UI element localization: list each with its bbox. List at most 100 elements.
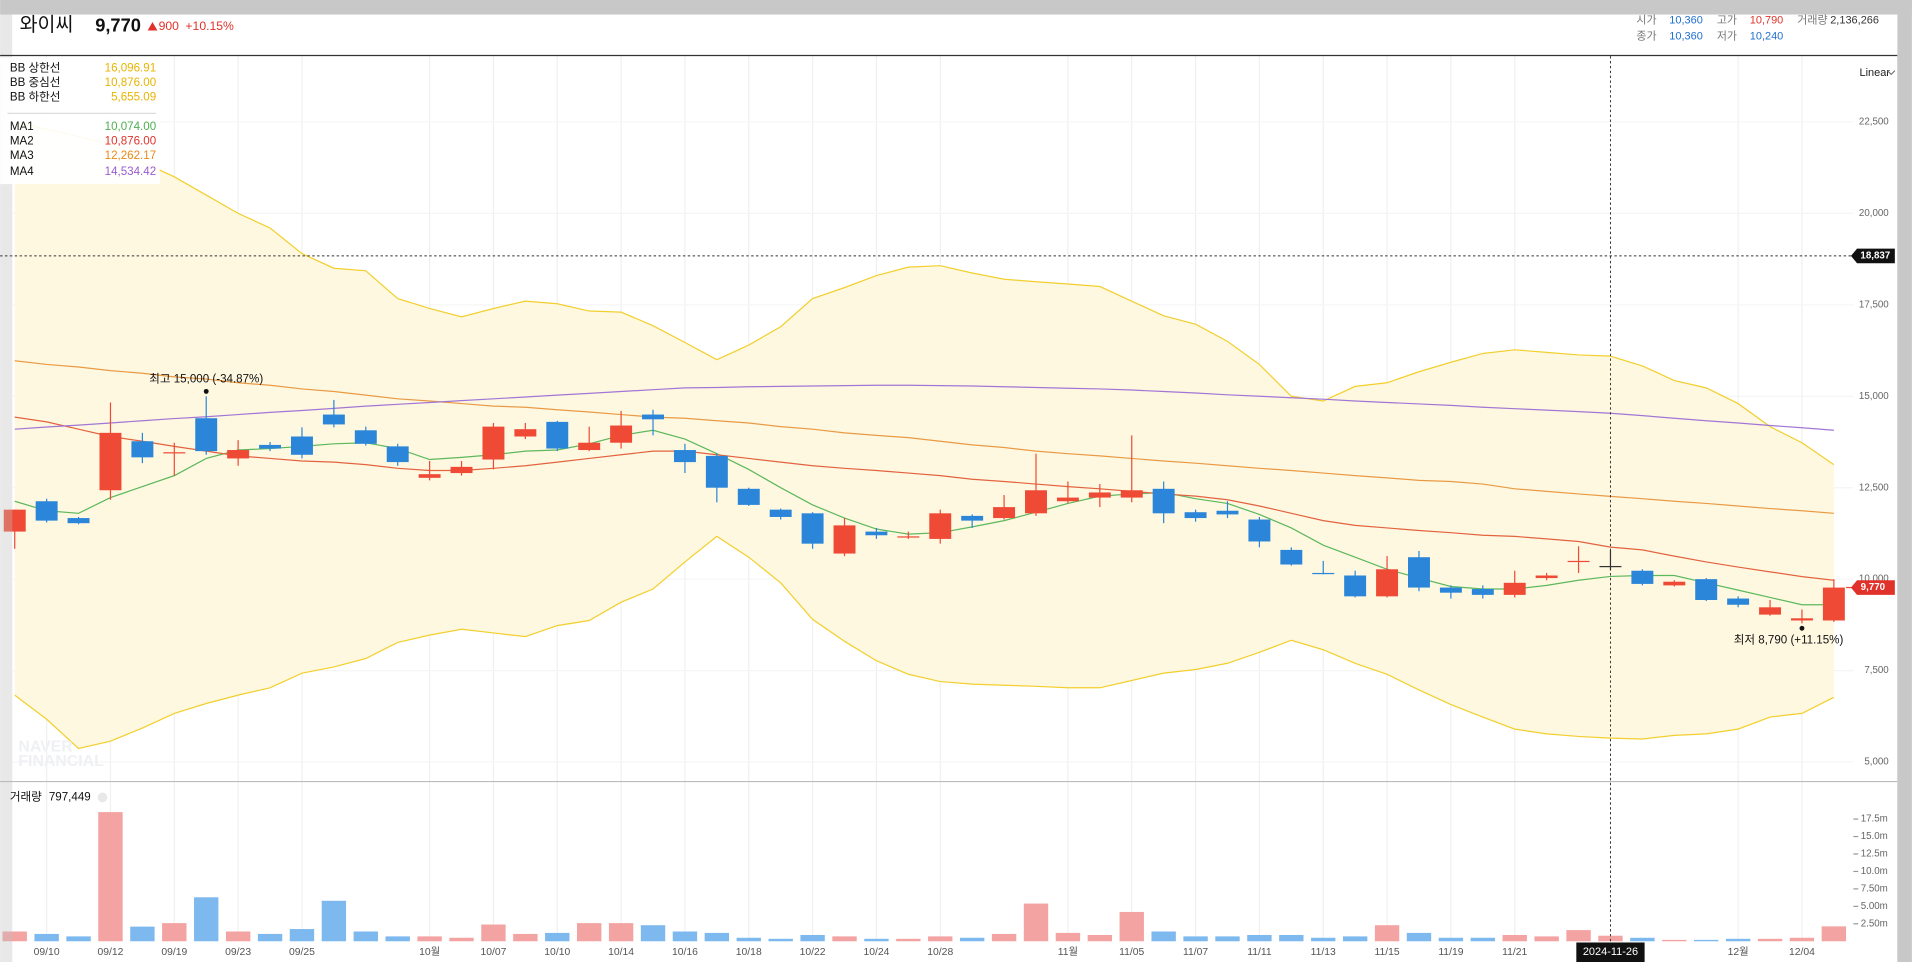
volume-bar <box>1821 926 1847 942</box>
stat-label: 고가 <box>1717 14 1737 27</box>
volume-bar <box>1247 934 1272 942</box>
stat-label: 시가 <box>1636 14 1656 27</box>
stat-label: 거래량 <box>1797 14 1827 27</box>
volume-bar <box>1438 937 1464 942</box>
candle-body <box>1312 572 1335 575</box>
volume-bar <box>800 934 825 942</box>
volume-bar <box>1598 935 1623 942</box>
x-tick-label: 09/10 <box>34 947 60 958</box>
volume-bar <box>162 923 187 942</box>
volume-bar <box>1630 937 1655 942</box>
x-tick-label: 09/12 <box>98 947 124 958</box>
volume-bar <box>130 926 155 942</box>
volume-bar <box>864 938 889 942</box>
candle-body <box>1790 618 1813 621</box>
y-tick-label: 17,500 <box>1859 299 1889 310</box>
candle-body <box>1088 492 1111 498</box>
candle-body <box>1503 582 1526 595</box>
volume-bar <box>257 933 283 942</box>
volume-bar <box>513 933 538 942</box>
volume-bar <box>1374 925 1400 942</box>
candle-body <box>578 442 601 451</box>
left-frame <box>0 14 13 962</box>
scale-dropdown-icon[interactable] <box>1887 70 1896 76</box>
x-tick-label: 10/24 <box>863 947 889 958</box>
indicator-line <box>14 121 1835 466</box>
legend-name: BB 상한선 <box>10 61 61 74</box>
stock-price: 9,770 <box>95 15 141 36</box>
volume-bar <box>1119 911 1144 942</box>
volume-tick-label: 12.5m <box>1861 849 1888 860</box>
legend-name: MA1 <box>10 121 34 133</box>
volume-bar <box>991 933 1017 942</box>
top-frame <box>0 0 1912 15</box>
x-tick-label: 11/15 <box>1374 947 1399 958</box>
indicator-line <box>14 384 1834 431</box>
volume-bar <box>1789 937 1815 942</box>
candle-body <box>450 466 473 474</box>
x-tick-label: 11/05 <box>1119 947 1144 958</box>
candle-body <box>354 430 377 444</box>
candle-body <box>35 501 58 521</box>
volume-bar <box>34 933 59 942</box>
candle-body <box>195 418 218 452</box>
volume-bar <box>672 931 698 942</box>
x-tick-label: 09/23 <box>225 947 251 958</box>
x-tick-label: 11/19 <box>1438 947 1463 958</box>
candle-body <box>961 515 984 521</box>
volume-bar <box>321 900 347 942</box>
x-tick-label: 12/04 <box>1789 947 1815 958</box>
candle-body <box>1439 587 1462 593</box>
volume-bar <box>577 923 602 942</box>
candle-body <box>610 425 633 443</box>
last-price-tag <box>1850 580 1895 595</box>
volume-bar <box>1757 938 1783 942</box>
volume-bar <box>449 937 474 942</box>
candle-body <box>1120 490 1143 498</box>
candle-body <box>227 450 250 459</box>
candle-body <box>801 513 824 544</box>
stat-label: 저가 <box>1717 29 1737 42</box>
indicator-line <box>14 416 1834 581</box>
high-note: 최고 15,000 (-34.87%) <box>149 372 263 385</box>
volume-bar <box>1502 934 1527 942</box>
candle-body <box>1280 549 1303 565</box>
stat-value: 10,790 <box>1750 15 1784 27</box>
high-marker <box>203 388 209 394</box>
candle-body <box>1471 589 1494 595</box>
candle-body <box>322 414 345 425</box>
y-tick-label: 12,500 <box>1859 482 1889 493</box>
volume-bar <box>1534 936 1559 942</box>
scale-toggle[interactable]: Linear <box>1859 67 1890 79</box>
candle-body <box>1631 570 1654 584</box>
candle-body <box>1216 510 1239 515</box>
low-note: 최저 8,790 (+11.15%) <box>1734 634 1844 647</box>
y-tick-label: 10,000 <box>1859 574 1889 585</box>
volume-bar <box>1342 936 1368 942</box>
volume-bar <box>1694 939 1719 942</box>
volume-readout: 797,449 <box>49 791 91 803</box>
volume-bar <box>545 932 570 942</box>
stat-value: 10,360 <box>1669 30 1703 42</box>
volume-bar <box>768 938 793 942</box>
stat-value: 10,360 <box>1669 15 1703 27</box>
legend-name: MA4 <box>10 166 34 178</box>
x-tick-label: 11/11 <box>1247 947 1272 958</box>
indicator-line <box>14 535 1835 750</box>
up-arrow-icon <box>147 21 158 31</box>
volume-bar <box>959 937 985 942</box>
volume-bar <box>640 925 666 942</box>
candle-body <box>1025 490 1047 514</box>
crosshair-date-label: 2024-11-26 <box>1583 946 1638 958</box>
candle-body <box>1663 581 1686 586</box>
volume-bar <box>1023 903 1049 942</box>
x-tick-label: 10/16 <box>672 947 698 958</box>
candle-body <box>131 441 154 458</box>
stock-name: 와이씨 <box>20 14 74 36</box>
x-tick-label: 11월 <box>1058 946 1078 958</box>
candle-body <box>769 509 792 517</box>
candle-body <box>418 474 441 478</box>
volume-bar <box>1566 930 1591 942</box>
legend-value: 12,262.17 <box>105 150 157 162</box>
